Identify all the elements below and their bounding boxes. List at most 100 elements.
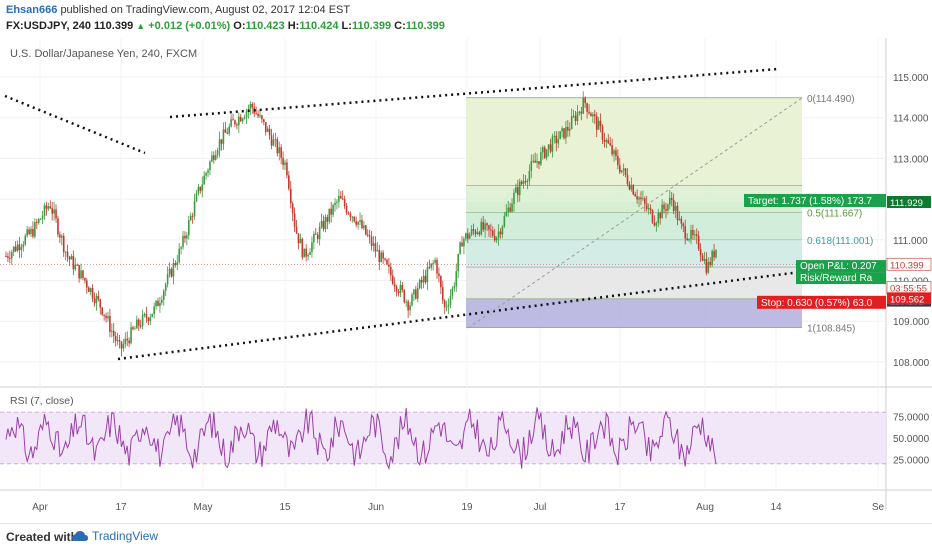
candle-body — [426, 267, 429, 283]
candle-body — [503, 216, 506, 227]
candle-body — [182, 235, 184, 248]
candle-body — [694, 234, 696, 236]
candle-body — [166, 274, 169, 285]
candle-body — [180, 247, 182, 249]
candle-body — [357, 221, 359, 225]
candle-body — [24, 235, 27, 245]
candle-body — [303, 248, 306, 258]
candle-body — [336, 201, 338, 203]
candle-body — [91, 288, 94, 299]
candle-body — [472, 229, 475, 231]
candle-body — [651, 210, 654, 223]
low-label: L: — [341, 20, 352, 32]
candle-body — [149, 316, 152, 322]
candle-body — [655, 223, 658, 226]
candle-body — [84, 277, 86, 281]
fib-zone — [466, 97, 802, 186]
author-link[interactable]: Ehsan666 — [6, 4, 58, 16]
candle-body — [492, 230, 494, 236]
candle-body — [153, 306, 155, 314]
candle-body — [553, 135, 556, 137]
candle-body — [665, 208, 667, 211]
x-tick-label: 17 — [614, 502, 626, 513]
candle-body — [97, 295, 100, 300]
candle-body — [368, 235, 371, 237]
y-tick-label: 108.000 — [893, 358, 930, 369]
fib-1-label: 1(108.845) — [807, 324, 855, 335]
candle-body — [515, 187, 517, 193]
channel-lower-line[interactable] — [117, 269, 809, 361]
candle-body — [30, 228, 32, 234]
candle-body — [141, 314, 144, 327]
candle-body — [526, 180, 529, 183]
candle-body — [120, 341, 123, 349]
open-pl-label: Open P&L: 0.207 — [800, 261, 877, 272]
risk-reward-label-bg — [796, 272, 886, 285]
candle-body — [620, 170, 623, 173]
candle-body — [422, 275, 425, 283]
x-tick-label: Jun — [368, 502, 384, 513]
candle-body — [195, 193, 198, 202]
candle-body — [407, 301, 409, 311]
price-chart[interactable]: U.S. Dollar/Japanese Yen, 240, FXCM 115.0… — [0, 38, 932, 523]
candle-body — [359, 220, 361, 222]
candle-body — [538, 161, 540, 165]
candle-body — [313, 233, 315, 243]
candle-body — [542, 147, 544, 153]
candle-body — [459, 242, 461, 254]
candle-body — [618, 165, 621, 173]
candle-body — [251, 104, 254, 108]
candle-body — [270, 135, 273, 146]
footer: Created with TradingView — [0, 523, 932, 551]
candle-body — [463, 238, 465, 247]
candle-body — [301, 239, 304, 258]
candle-body — [415, 289, 417, 299]
candle-body — [261, 115, 263, 120]
tradingview-link[interactable]: TradingView — [72, 529, 158, 543]
candle-body — [278, 147, 281, 154]
candle-body — [684, 226, 687, 239]
candle-body — [480, 221, 483, 235]
candle-body — [547, 144, 550, 150]
downtrend-line[interactable] — [4, 94, 146, 155]
candle-body — [659, 212, 662, 219]
candle-body — [403, 290, 406, 303]
candle-body — [441, 287, 444, 301]
candle-body — [168, 268, 171, 275]
candle-body — [288, 175, 290, 189]
candle-body — [299, 239, 302, 244]
candle-body — [66, 251, 69, 258]
candle-body — [207, 170, 209, 173]
rsi-tick-label: 75.0000 — [893, 413, 930, 424]
candle-body — [291, 203, 294, 214]
candle-body — [624, 168, 627, 176]
candle-body — [234, 120, 236, 125]
candle-body — [528, 171, 531, 181]
candle-body — [193, 201, 196, 217]
candle-body — [411, 294, 413, 306]
candle-body — [112, 330, 115, 336]
candle-body — [493, 235, 496, 241]
candle-body — [186, 235, 188, 239]
candle-body — [230, 119, 232, 127]
candle-body — [599, 120, 602, 127]
candle-body — [189, 215, 192, 221]
candle-body — [109, 316, 111, 332]
candle-body — [611, 145, 613, 155]
candle-body — [609, 143, 611, 146]
candle-body — [76, 264, 78, 266]
candle-body — [555, 135, 558, 144]
candle-body — [45, 205, 48, 209]
candle-body — [72, 256, 75, 270]
candle-body — [57, 218, 59, 235]
candle-body — [122, 344, 125, 349]
candle-body — [332, 205, 334, 215]
candle-body — [642, 198, 644, 200]
candle-body — [53, 209, 55, 214]
candle-body — [520, 181, 523, 184]
candle-body — [280, 147, 282, 158]
candle-body — [137, 319, 140, 326]
candle-body — [391, 275, 394, 284]
tradingview-cloud-icon — [72, 531, 88, 541]
candle-body — [397, 291, 400, 293]
